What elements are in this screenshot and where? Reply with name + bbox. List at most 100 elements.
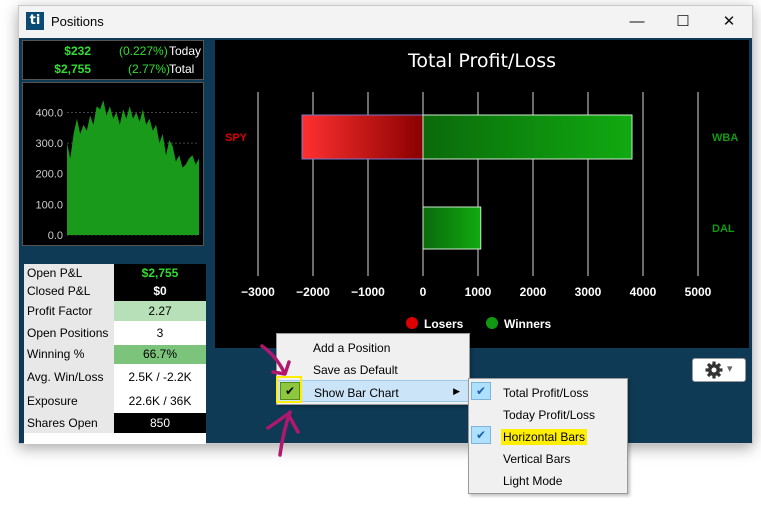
stat-row: Open Positions 3 bbox=[24, 321, 206, 345]
stat-label: Winning % bbox=[24, 345, 114, 364]
check-icon: ✔ bbox=[471, 426, 491, 444]
menu-item-add-a-position[interactable]: Add a Position bbox=[277, 336, 469, 358]
x-tick-label: 4000 bbox=[630, 285, 657, 299]
x-tick-label: −3000 bbox=[241, 285, 275, 299]
total-label: Total bbox=[169, 62, 195, 76]
bar-chart-submenu: ✔ Total Profit/Loss Today Profit/Loss ✔ Hori… bbox=[468, 378, 628, 494]
stat-row: Winning % 66.7% bbox=[24, 345, 206, 364]
mini-y-tick: 200.0 bbox=[35, 169, 63, 181]
legend-marker bbox=[486, 317, 498, 329]
settings-button[interactable]: ▾ bbox=[692, 358, 746, 382]
total-percent: (2.77%) bbox=[128, 62, 171, 76]
title-bar: ti Positions — ☐ ✕ bbox=[19, 6, 752, 38]
today-percent: (0.227%) bbox=[119, 44, 168, 58]
submenu-arrow-icon: ▶ bbox=[453, 386, 460, 396]
arrow-bottom-head-icon bbox=[266, 412, 300, 434]
stats-table: Open P&L $2,755 Closed P&L $0 Profit Factor 2… bbox=[24, 264, 206, 444]
arrow-top-head-icon bbox=[271, 360, 291, 376]
stat-row: Profit Factor 2.27 bbox=[24, 301, 206, 321]
window-title: Positions bbox=[51, 14, 104, 29]
bar-chart-svg: −3000 −2000 −1000 0 1000 2000 3000 4000 5000 SPY W… bbox=[225, 92, 738, 331]
chevron-down-icon: ▾ bbox=[727, 363, 733, 375]
stat-row: Exposure 22.6K / 36K bbox=[24, 390, 206, 413]
submenu-item-label: Total Profit/Loss bbox=[503, 386, 589, 400]
win-bar[interactable] bbox=[422, 114, 633, 160]
total-amount: $2,755 bbox=[54, 62, 91, 76]
mini-y-tick: 100.0 bbox=[35, 199, 63, 211]
client-area: $232 (0.227%) Today $2,755 (2.77%) Total… bbox=[19, 38, 752, 444]
checkbox-highlight-box bbox=[276, 376, 302, 403]
submenu-item-label: Horizontal Bars bbox=[501, 429, 588, 445]
mini-pnl-chart: 400.0 300.0 200.0 100.0 0.0 bbox=[22, 82, 204, 246]
submenu-item-vertical-bars[interactable]: Vertical Bars bbox=[469, 447, 627, 469]
pnl-summary: $232 (0.227%) Today $2,755 (2.77%) Total bbox=[22, 40, 204, 80]
stat-value: 66.7% bbox=[114, 345, 206, 364]
stat-label: Profit Factor bbox=[24, 301, 114, 321]
x-tick-label: 0 bbox=[420, 285, 427, 299]
menu-item-show-bar-chart[interactable]: ✔ Show Bar Chart ▶ bbox=[277, 380, 469, 402]
submenu-item-label: Light Mode bbox=[503, 474, 563, 488]
total-row: $2,755 (2.77%) Total bbox=[23, 60, 203, 78]
stat-value: 3 bbox=[114, 321, 206, 345]
submenu-item-total-profit-loss[interactable]: ✔ Total Profit/Loss bbox=[469, 381, 627, 403]
win-bar[interactable] bbox=[422, 206, 482, 250]
winner-symbol-label: WBA bbox=[712, 132, 738, 144]
legend-label: Winners bbox=[504, 317, 552, 331]
stat-label: Shares Open bbox=[24, 413, 114, 433]
x-tick-label: −1000 bbox=[351, 285, 385, 299]
x-tick-label: 2000 bbox=[520, 285, 547, 299]
gear-icon bbox=[705, 361, 723, 379]
submenu-item-horizontal-bars[interactable]: ✔ Horizontal Bars bbox=[469, 425, 627, 447]
stat-value: $0 bbox=[114, 282, 206, 301]
x-tick-label: 3000 bbox=[575, 285, 602, 299]
context-menu: Add a Position Save as Default ✔ Show Bar C… bbox=[276, 333, 470, 405]
legend-label: Losers bbox=[424, 317, 464, 331]
legend-marker bbox=[406, 317, 418, 329]
stat-label: Open P&L bbox=[24, 264, 114, 282]
stat-value: 850 bbox=[114, 413, 206, 433]
winner-symbol-label: DAL bbox=[712, 223, 735, 235]
menu-item-save-as-default[interactable]: Save as Default bbox=[277, 358, 469, 380]
close-button[interactable]: ✕ bbox=[722, 13, 736, 30]
today-amount: $232 bbox=[64, 44, 91, 58]
mini-y-tick: 300.0 bbox=[35, 138, 63, 150]
app-icon: ti bbox=[26, 12, 44, 30]
x-tick-label: 5000 bbox=[685, 285, 712, 299]
today-row: $232 (0.227%) Today bbox=[23, 42, 203, 60]
stat-row: Shares Open 850 bbox=[24, 413, 206, 433]
menu-item-label: Add a Position bbox=[313, 341, 391, 355]
stat-value: 2.5K / -2.2K bbox=[114, 364, 206, 390]
loser-symbol-label: SPY bbox=[225, 132, 248, 144]
x-tick-label: 1000 bbox=[465, 285, 492, 299]
stat-label: Closed P&L bbox=[24, 282, 114, 301]
menu-item-label: Save as Default bbox=[313, 363, 398, 377]
stat-label: Exposure bbox=[24, 390, 114, 413]
positions-window: ti Positions — ☐ ✕ $232 (0.227%) Today $… bbox=[18, 5, 753, 444]
minimize-button[interactable]: — bbox=[629, 13, 645, 30]
chart-title: Total Profit/Loss bbox=[407, 50, 557, 72]
stat-value: 22.6K / 36K bbox=[114, 390, 206, 413]
check-icon: ✔ bbox=[471, 382, 491, 400]
submenu-item-light-mode[interactable]: Light Mode bbox=[469, 469, 627, 491]
today-label: Today bbox=[169, 44, 202, 58]
stat-value: 2.27 bbox=[114, 301, 206, 321]
maximize-button[interactable]: ☐ bbox=[676, 13, 690, 30]
stat-row: Open P&L $2,755 bbox=[24, 264, 206, 282]
menu-item-label: Show Bar Chart bbox=[314, 386, 399, 400]
stat-label: Avg. Win/Loss bbox=[24, 364, 114, 390]
check-icon: ✔ bbox=[280, 382, 300, 400]
x-tick-label: −2000 bbox=[296, 285, 330, 299]
submenu-item-label: Vertical Bars bbox=[503, 452, 571, 466]
stat-row: Avg. Win/Loss 2.5K / -2.2K bbox=[24, 364, 206, 390]
stat-row: Closed P&L $0 bbox=[24, 282, 206, 301]
mini-y-tick: 0.0 bbox=[48, 230, 63, 242]
bar-chart-panel: Total Profit/Loss −3000 −2000 −1000 0 1000 20… bbox=[215, 40, 749, 348]
stat-value: $2,755 bbox=[114, 264, 206, 282]
stat-label: Open Positions bbox=[24, 321, 114, 345]
mini-y-tick: 400.0 bbox=[35, 107, 63, 119]
mini-area-series bbox=[67, 100, 199, 235]
submenu-item-today-profit-loss[interactable]: Today Profit/Loss bbox=[469, 403, 627, 425]
mini-chart-svg: 400.0 300.0 200.0 100.0 0.0 bbox=[35, 100, 199, 242]
submenu-item-label: Today Profit/Loss bbox=[503, 408, 596, 422]
